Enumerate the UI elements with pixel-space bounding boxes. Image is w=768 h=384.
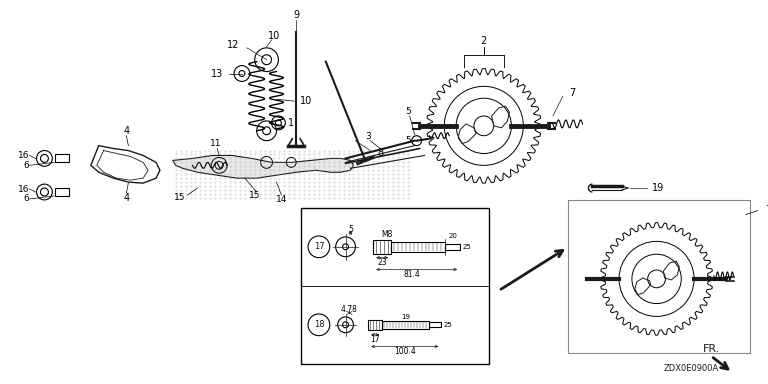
- Bar: [391, 242, 445, 252]
- Text: 12: 12: [227, 40, 239, 50]
- Text: 18: 18: [313, 320, 324, 329]
- Text: FR.: FR.: [703, 344, 720, 354]
- Text: 7: 7: [569, 88, 575, 98]
- Text: 19: 19: [402, 314, 410, 320]
- Text: 2: 2: [481, 36, 487, 46]
- Text: 20: 20: [449, 233, 457, 239]
- Text: 1: 1: [288, 118, 294, 128]
- Bar: [55, 188, 69, 196]
- Text: 19: 19: [651, 183, 664, 193]
- Text: 10: 10: [300, 96, 313, 106]
- Text: 13: 13: [211, 68, 223, 78]
- Bar: [373, 240, 391, 254]
- Bar: [369, 320, 382, 330]
- Text: ZDX0E0900A: ZDX0E0900A: [664, 364, 719, 373]
- Text: 81.4: 81.4: [403, 270, 420, 279]
- Text: 17: 17: [313, 242, 324, 251]
- Text: 23: 23: [377, 258, 387, 267]
- Bar: [301, 208, 488, 364]
- Text: 6: 6: [24, 161, 30, 170]
- Text: 15: 15: [174, 194, 186, 202]
- Bar: [429, 322, 442, 327]
- Bar: [568, 200, 750, 353]
- Text: 14: 14: [276, 195, 287, 204]
- Bar: [55, 154, 69, 162]
- Text: 5: 5: [348, 225, 353, 233]
- Text: 10: 10: [268, 31, 280, 41]
- Text: 6: 6: [24, 194, 30, 204]
- Text: 5: 5: [405, 106, 411, 116]
- Text: 4: 4: [124, 193, 130, 203]
- Text: 16: 16: [18, 151, 30, 160]
- Text: 25: 25: [462, 244, 471, 250]
- Polygon shape: [173, 156, 353, 178]
- Text: 16: 16: [18, 185, 30, 194]
- Text: 4: 4: [124, 126, 130, 136]
- Text: 5: 5: [405, 136, 411, 145]
- Text: 4.78: 4.78: [341, 305, 358, 313]
- Text: 11: 11: [210, 139, 221, 148]
- Text: 25: 25: [443, 322, 452, 328]
- Text: 8: 8: [377, 147, 383, 157]
- Text: 100.4: 100.4: [394, 347, 415, 356]
- Bar: [382, 321, 429, 329]
- Text: 3: 3: [366, 132, 371, 141]
- Text: 9: 9: [293, 10, 300, 20]
- Text: 15: 15: [249, 192, 260, 200]
- Text: 17: 17: [370, 335, 380, 344]
- Text: 7: 7: [765, 205, 768, 215]
- Bar: [445, 244, 460, 250]
- Text: M8: M8: [382, 230, 392, 240]
